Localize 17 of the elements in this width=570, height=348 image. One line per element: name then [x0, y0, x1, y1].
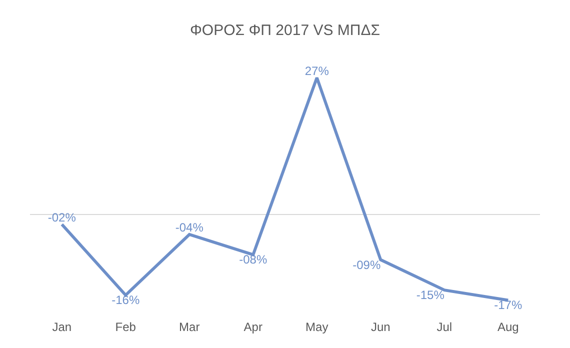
data-label: -04% — [175, 220, 204, 234]
x-tick-label: Jun — [370, 320, 390, 334]
x-tick-label: Apr — [244, 320, 262, 334]
data-label: 27% — [304, 64, 330, 78]
data-label: -09% — [352, 258, 381, 272]
x-tick-label: Aug — [497, 320, 519, 334]
x-tick-label: Jan — [52, 320, 72, 334]
data-label: -17% — [494, 298, 522, 312]
x-tick-label: Feb — [115, 320, 136, 334]
chart-title: ΦΟΡΟΣ ΦΠ 2017 VS ΜΠΔΣ — [190, 22, 380, 39]
x-tick-label: Mar — [179, 320, 200, 334]
x-tick-label: May — [306, 320, 328, 334]
data-label: -02% — [48, 210, 76, 224]
x-tick-label: Jul — [436, 320, 452, 334]
data-label: -15% — [416, 288, 445, 302]
data-label: -08% — [239, 252, 268, 267]
data-label: -16% — [112, 293, 140, 308]
